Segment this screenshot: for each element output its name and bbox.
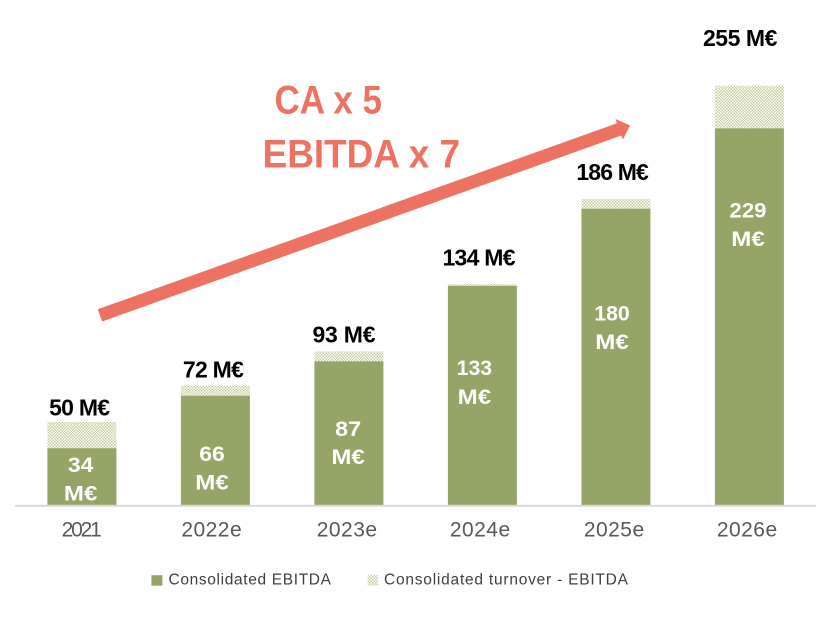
svg-text:50 M€: 50 M€	[49, 395, 110, 421]
svg-text:Consolidated turnover - EBITDA: Consolidated turnover - EBITDA	[384, 572, 629, 589]
svg-text:87: 87	[335, 418, 361, 441]
svg-text:Consolidated EBITDA: Consolidated EBITDA	[169, 572, 332, 589]
svg-text:72 M€: 72 M€	[183, 357, 244, 383]
svg-text:93 M€: 93 M€	[313, 322, 376, 348]
svg-text:2024e: 2024e	[450, 519, 510, 542]
svg-text:2022e: 2022e	[181, 519, 241, 542]
svg-text:180: 180	[594, 303, 630, 326]
svg-text:M€: M€	[458, 386, 492, 409]
svg-text:M€: M€	[64, 483, 98, 506]
svg-text:34: 34	[68, 454, 94, 477]
svg-text:2023e: 2023e	[317, 519, 377, 542]
svg-text:EBITDA x 7: EBITDA x 7	[263, 132, 460, 176]
svg-text:2025e: 2025e	[584, 519, 644, 542]
svg-text:CA x 5: CA x 5	[275, 78, 383, 122]
svg-text:134 M€: 134 M€	[443, 245, 516, 271]
svg-text:M€: M€	[331, 446, 365, 469]
svg-text:2021: 2021	[62, 519, 102, 542]
svg-text:2026e: 2026e	[717, 519, 777, 542]
svg-text:M€: M€	[731, 228, 765, 251]
svg-text:M€: M€	[195, 472, 229, 495]
svg-text:255 M€: 255 M€	[703, 25, 778, 51]
svg-text:M€: M€	[595, 331, 629, 354]
svg-text:186 M€: 186 M€	[576, 159, 649, 185]
svg-text:229: 229	[730, 199, 767, 222]
svg-text:66: 66	[199, 443, 225, 466]
svg-text:133: 133	[457, 357, 493, 380]
